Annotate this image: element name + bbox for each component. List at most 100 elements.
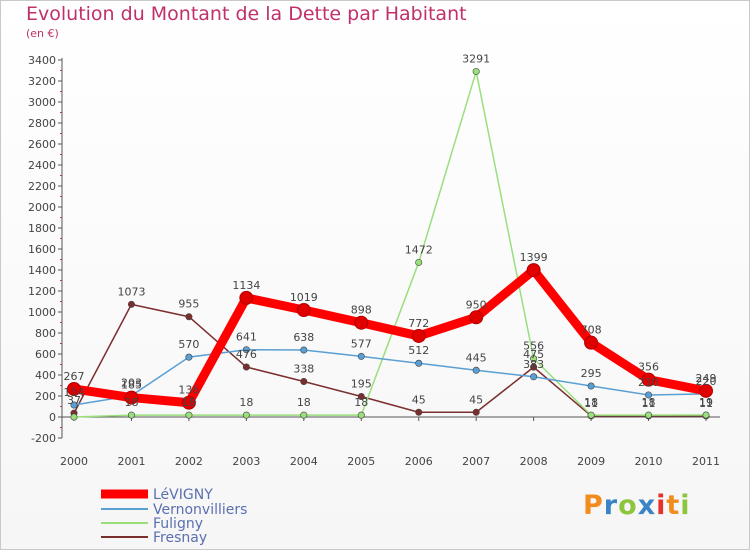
- logo-letter: x: [637, 490, 657, 521]
- data-point: [357, 352, 365, 360]
- data-point: [242, 411, 250, 419]
- data-point: [472, 408, 480, 416]
- data-point: [357, 411, 365, 419]
- x-tick-label: 2003: [232, 455, 260, 468]
- data-point: [354, 315, 369, 330]
- data-point: [530, 355, 538, 363]
- logo-letter: o: [618, 490, 638, 521]
- legend-label: LéVIGNY: [153, 487, 213, 503]
- data-label: 18: [239, 396, 253, 409]
- data-label: 898: [351, 304, 372, 317]
- data-label: 3291: [462, 52, 490, 65]
- data-point: [127, 300, 135, 308]
- x-tick-label: 2009: [577, 455, 605, 468]
- data-label: 249: [696, 372, 717, 385]
- data-label: 203: [121, 377, 142, 390]
- data-label: 338: [293, 363, 314, 376]
- data-label: 267: [64, 370, 85, 383]
- data-label: 772: [408, 317, 429, 330]
- data-label: 185: [121, 379, 142, 392]
- y-tick-label: 2400: [28, 159, 56, 172]
- x-tick-label: 2007: [462, 455, 490, 468]
- chart-subtitle: (en €): [26, 27, 59, 40]
- legend-label: Fuligny: [153, 516, 203, 532]
- data-label: 356: [638, 361, 659, 374]
- data-point: [530, 373, 538, 381]
- y-tick-label: 3000: [28, 96, 56, 109]
- data-label: 195: [351, 378, 372, 391]
- data-point: [469, 310, 484, 325]
- legend-label: Fresnay: [153, 530, 207, 546]
- data-label: 136: [178, 384, 199, 397]
- data-point: [300, 346, 308, 354]
- data-point: [242, 346, 250, 354]
- data-point: [124, 390, 139, 405]
- data-label: 114: [64, 386, 85, 399]
- legend-label: Vernonvilliers: [153, 502, 247, 518]
- data-label: 955: [178, 298, 199, 311]
- y-tick-label: 1800: [28, 222, 56, 235]
- data-point: [127, 411, 135, 419]
- data-label: 641: [236, 331, 257, 344]
- data-label: 445: [466, 351, 487, 364]
- y-tick-label: 2600: [28, 138, 56, 151]
- data-point: [699, 383, 713, 398]
- data-label: 220: [696, 375, 717, 388]
- logo-letter: r: [603, 490, 619, 521]
- data-label: 638: [293, 331, 314, 344]
- x-tick-label: 2005: [347, 455, 375, 468]
- data-point: [587, 382, 595, 390]
- x-tick-label: 2011: [692, 455, 720, 468]
- data-label: 37: [67, 394, 81, 407]
- data-label: 556: [523, 340, 544, 353]
- x-tick-label: 2006: [405, 455, 433, 468]
- data-label: 18: [642, 396, 656, 409]
- data-label: 18: [124, 396, 138, 409]
- data-label: 295: [581, 367, 602, 380]
- series-line-0: [69, 265, 711, 408]
- y-tick-label: 2000: [28, 201, 56, 214]
- y-tick-label: 200: [35, 390, 56, 403]
- series-line-1: [73, 348, 707, 406]
- y-tick-label: 2200: [28, 180, 56, 193]
- data-point: [70, 413, 78, 421]
- data-point: [185, 353, 193, 361]
- data-point: [411, 328, 426, 343]
- data-point: [415, 359, 423, 367]
- data-point: [641, 372, 656, 387]
- data-label: 476: [236, 348, 257, 361]
- data-point: [296, 303, 311, 318]
- x-tick-label: 2010: [635, 455, 663, 468]
- x-tick-label: 2004: [290, 455, 318, 468]
- data-point: [70, 401, 78, 409]
- series-line-2: [73, 70, 707, 418]
- data-point: [185, 313, 193, 321]
- data-label: 45: [412, 393, 426, 406]
- data-label: 512: [408, 344, 429, 357]
- logo-letter: P: [583, 490, 604, 521]
- y-tick-label: 600: [35, 348, 56, 361]
- y-tick-label: 400: [35, 369, 56, 382]
- y-tick-label: 800: [35, 327, 56, 340]
- x-tick-label: 2000: [60, 455, 88, 468]
- data-label: 11: [584, 397, 598, 410]
- data-label: 1019: [290, 291, 318, 304]
- logo-letter: t: [666, 490, 681, 521]
- y-tick-label: 1200: [28, 285, 56, 298]
- y-tick-label: -200: [31, 432, 56, 445]
- data-point: [702, 411, 710, 419]
- x-tick-label: 2001: [117, 455, 145, 468]
- data-point: [67, 381, 81, 396]
- data-label: 475: [523, 348, 544, 361]
- data-label: 18: [354, 396, 368, 409]
- data-label: 11: [642, 397, 656, 410]
- data-point: [530, 363, 538, 371]
- data-label: 18: [182, 396, 196, 409]
- data-label: 1073: [117, 285, 145, 298]
- data-point: [645, 391, 653, 399]
- data-point: [472, 67, 480, 75]
- data-point: [526, 263, 541, 278]
- x-tick-label: 2002: [175, 455, 203, 468]
